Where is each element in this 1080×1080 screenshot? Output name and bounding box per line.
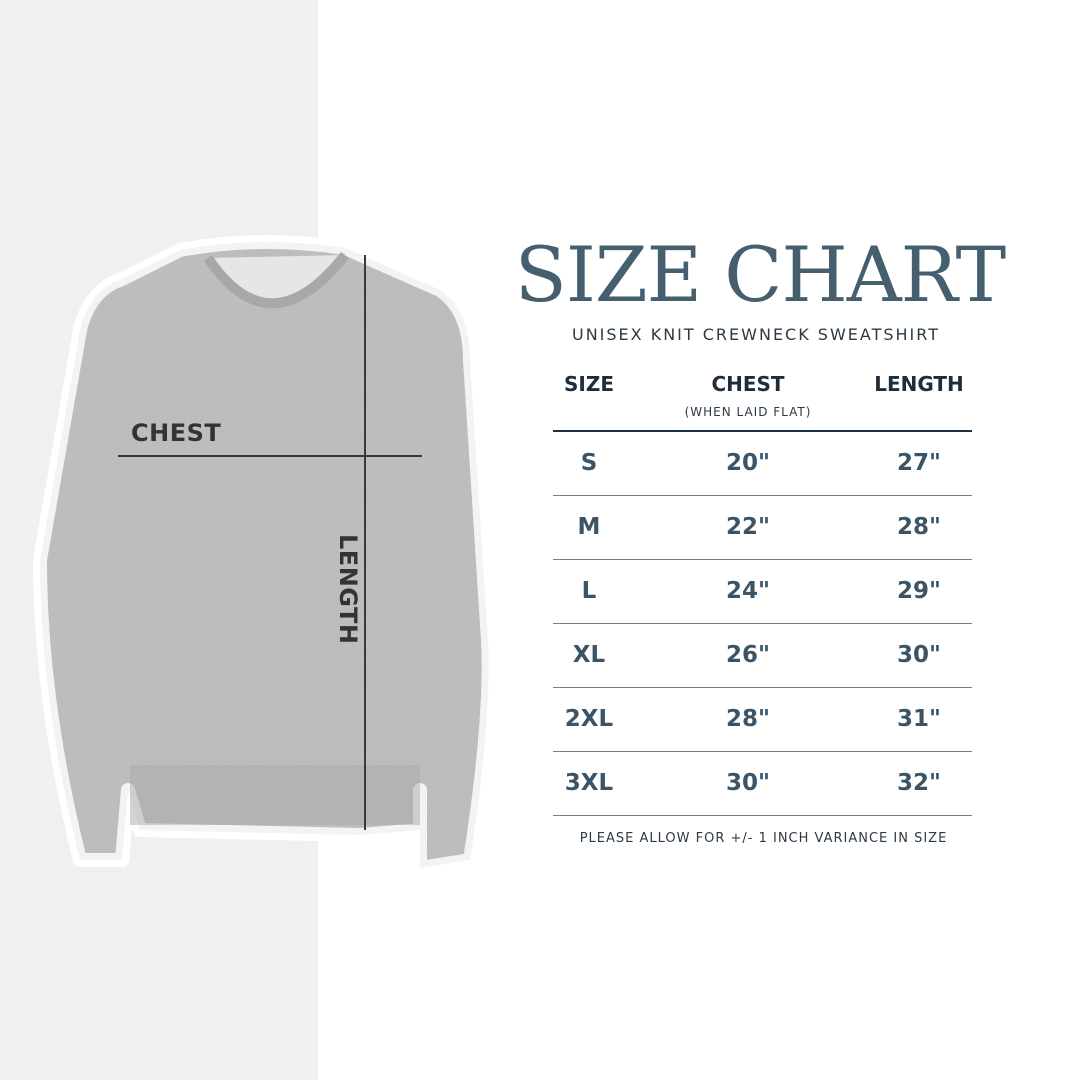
size-cell: 2XL — [564, 706, 614, 732]
table-row: L 24" 29" — [553, 560, 972, 624]
length-cell: 27" — [897, 450, 941, 476]
chest-cell: 28" — [726, 706, 770, 732]
page-title: SIZE CHART — [514, 230, 1006, 319]
length-cell: 29" — [897, 578, 941, 604]
sweatshirt-shape — [33, 234, 496, 875]
chest-cell: 26" — [726, 642, 770, 668]
table-row: 2XL 28" 31" — [553, 688, 972, 752]
chest-note: (WHEN LAID FLAT) — [684, 405, 812, 419]
length-cell: 28" — [897, 514, 941, 540]
chest-cell: 22" — [726, 514, 770, 540]
header-chest: CHEST — [711, 372, 785, 396]
size-cell: M — [577, 514, 601, 540]
table-row: 3XL 30" 32" — [553, 752, 972, 816]
size-cell: XL — [572, 642, 606, 668]
chest-label: CHEST — [131, 419, 222, 447]
header-length: LENGTH — [874, 372, 964, 396]
chest-cell: 30" — [726, 770, 770, 796]
length-label: LENGTH — [334, 534, 362, 645]
table-header: SIZE CHEST LENGTH (WHEN LAID FLAT) — [553, 368, 972, 432]
variance-note: PLEASE ALLOW FOR +/- 1 INCH VARIANCE IN … — [579, 831, 948, 846]
size-table: SIZE CHEST LENGTH (WHEN LAID FLAT) S 20" 2… — [553, 368, 972, 816]
table-row: XL 26" 30" — [553, 624, 972, 688]
chest-cell: 20" — [726, 450, 770, 476]
sweatshirt-image — [33, 234, 496, 875]
table-row: M 22" 28" — [553, 496, 972, 560]
table-row: S 20" 27" — [553, 432, 972, 496]
size-cell: S — [580, 450, 598, 476]
chest-cell: 24" — [726, 578, 770, 604]
length-cell: 32" — [897, 770, 941, 796]
size-cell: L — [581, 578, 597, 604]
subtitle: UNISEX KNIT CREWNECK SWEATSHIRT — [572, 325, 940, 344]
header-size: SIZE — [563, 372, 615, 396]
size-cell: 3XL — [564, 770, 614, 796]
length-cell: 30" — [897, 642, 941, 668]
length-cell: 31" — [897, 706, 941, 732]
